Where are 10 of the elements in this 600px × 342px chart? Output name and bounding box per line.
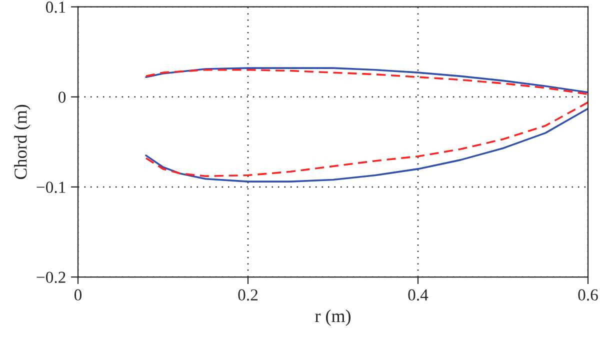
y-tick-label: −0.2 xyxy=(36,272,66,284)
y-tick-label: −0.1 xyxy=(36,182,66,193)
y-tick-label: 0 xyxy=(58,92,66,103)
x-axis-title: r (m) xyxy=(315,309,351,326)
y-axis-title: Chord (m) xyxy=(14,104,30,180)
y-tick-label: 0.1 xyxy=(46,2,66,13)
x-tick-label: 0.2 xyxy=(238,289,258,301)
x-tick-label: 0.6 xyxy=(578,289,598,301)
x-tick-label: 0 xyxy=(74,289,82,301)
x-tick-label: 0.4 xyxy=(408,289,428,301)
